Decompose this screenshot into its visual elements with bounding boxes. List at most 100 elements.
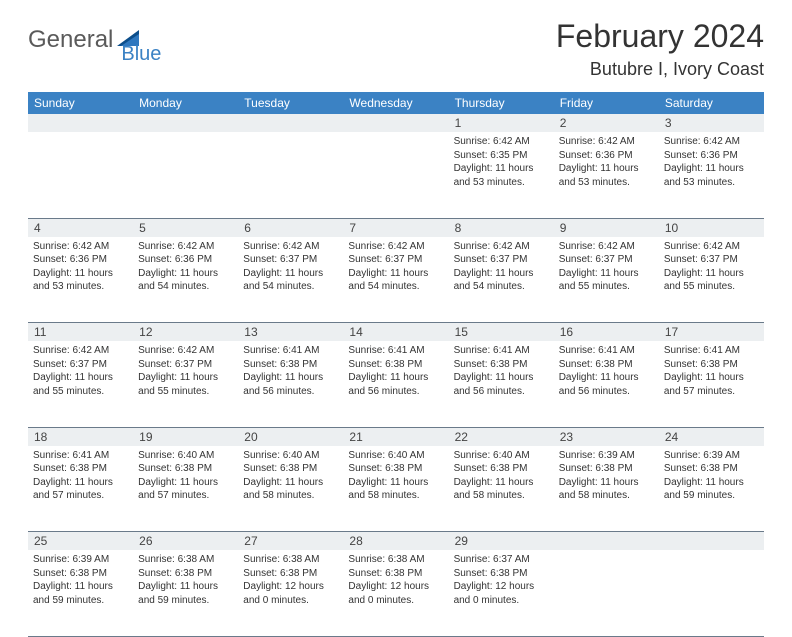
cell-text: Sunrise: 6:42 AM Sunset: 6:37 PM Dayligh… — [243, 240, 338, 294]
cell-text: Sunrise: 6:38 AM Sunset: 6:38 PM Dayligh… — [348, 553, 443, 607]
day-number: 17 — [659, 323, 764, 342]
calendar-cell: Sunrise: 6:40 AM Sunset: 6:38 PM Dayligh… — [238, 446, 343, 532]
calendar-cell: Sunrise: 6:41 AM Sunset: 6:38 PM Dayligh… — [554, 341, 659, 427]
calendar-cell — [133, 132, 238, 218]
day-number: 12 — [133, 323, 238, 342]
calendar-cell: Sunrise: 6:41 AM Sunset: 6:38 PM Dayligh… — [449, 341, 554, 427]
cell-text: Sunrise: 6:40 AM Sunset: 6:38 PM Dayligh… — [348, 449, 443, 503]
calendar-cell — [28, 132, 133, 218]
day-number: 10 — [659, 218, 764, 237]
cell-text: Sunrise: 6:42 AM Sunset: 6:37 PM Dayligh… — [348, 240, 443, 294]
calendar-table: Sunday Monday Tuesday Wednesday Thursday… — [28, 92, 764, 637]
calendar-header-row: Sunday Monday Tuesday Wednesday Thursday… — [28, 92, 764, 114]
cell-text: Sunrise: 6:40 AM Sunset: 6:38 PM Dayligh… — [138, 449, 233, 503]
day-number: 26 — [133, 532, 238, 551]
calendar-cell: Sunrise: 6:42 AM Sunset: 6:37 PM Dayligh… — [133, 341, 238, 427]
col-thursday: Thursday — [449, 92, 554, 114]
calendar-cell: Sunrise: 6:41 AM Sunset: 6:38 PM Dayligh… — [28, 446, 133, 532]
cell-text: Sunrise: 6:39 AM Sunset: 6:38 PM Dayligh… — [559, 449, 654, 503]
calendar-cell: Sunrise: 6:38 AM Sunset: 6:38 PM Dayligh… — [343, 550, 448, 636]
cell-text: Sunrise: 6:42 AM Sunset: 6:36 PM Dayligh… — [33, 240, 128, 294]
calendar-cell: Sunrise: 6:42 AM Sunset: 6:37 PM Dayligh… — [449, 237, 554, 323]
day-number — [28, 114, 133, 132]
cell-text: Sunrise: 6:41 AM Sunset: 6:38 PM Dayligh… — [243, 344, 338, 398]
col-monday: Monday — [133, 92, 238, 114]
day-number: 20 — [238, 427, 343, 446]
calendar-cell: Sunrise: 6:38 AM Sunset: 6:38 PM Dayligh… — [238, 550, 343, 636]
cell-text: Sunrise: 6:42 AM Sunset: 6:36 PM Dayligh… — [664, 135, 759, 189]
logo: General Blue — [28, 26, 187, 54]
day-number: 11 — [28, 323, 133, 342]
calendar-row: Sunrise: 6:41 AM Sunset: 6:38 PM Dayligh… — [28, 446, 764, 532]
calendar-cell: Sunrise: 6:41 AM Sunset: 6:38 PM Dayligh… — [659, 341, 764, 427]
calendar-cell: Sunrise: 6:42 AM Sunset: 6:36 PM Dayligh… — [133, 237, 238, 323]
day-number: 5 — [133, 218, 238, 237]
cell-text: Sunrise: 6:42 AM Sunset: 6:37 PM Dayligh… — [454, 240, 549, 294]
day-number — [554, 532, 659, 551]
day-number: 22 — [449, 427, 554, 446]
cell-text: Sunrise: 6:42 AM Sunset: 6:35 PM Dayligh… — [454, 135, 549, 189]
day-number: 9 — [554, 218, 659, 237]
day-number: 24 — [659, 427, 764, 446]
calendar-cell: Sunrise: 6:42 AM Sunset: 6:37 PM Dayligh… — [659, 237, 764, 323]
page-title: February 2024 — [556, 18, 764, 55]
day-number: 2 — [554, 114, 659, 132]
cell-text: Sunrise: 6:42 AM Sunset: 6:37 PM Dayligh… — [33, 344, 128, 398]
daynum-row: 2526272829 — [28, 532, 764, 551]
col-wednesday: Wednesday — [343, 92, 448, 114]
cell-text: Sunrise: 6:38 AM Sunset: 6:38 PM Dayligh… — [243, 553, 338, 607]
daynum-row: 18192021222324 — [28, 427, 764, 446]
calendar-row: Sunrise: 6:39 AM Sunset: 6:38 PM Dayligh… — [28, 550, 764, 636]
calendar-cell: Sunrise: 6:42 AM Sunset: 6:36 PM Dayligh… — [659, 132, 764, 218]
cell-text: Sunrise: 6:42 AM Sunset: 6:36 PM Dayligh… — [138, 240, 233, 294]
day-number: 8 — [449, 218, 554, 237]
calendar-cell: Sunrise: 6:39 AM Sunset: 6:38 PM Dayligh… — [28, 550, 133, 636]
day-number — [238, 114, 343, 132]
col-saturday: Saturday — [659, 92, 764, 114]
day-number: 7 — [343, 218, 448, 237]
cell-text: Sunrise: 6:41 AM Sunset: 6:38 PM Dayligh… — [559, 344, 654, 398]
cell-text: Sunrise: 6:41 AM Sunset: 6:38 PM Dayligh… — [664, 344, 759, 398]
day-number: 16 — [554, 323, 659, 342]
day-number — [343, 114, 448, 132]
calendar-cell: Sunrise: 6:41 AM Sunset: 6:38 PM Dayligh… — [343, 341, 448, 427]
day-number: 4 — [28, 218, 133, 237]
day-number: 18 — [28, 427, 133, 446]
calendar-cell: Sunrise: 6:42 AM Sunset: 6:35 PM Dayligh… — [449, 132, 554, 218]
day-number: 15 — [449, 323, 554, 342]
day-number: 1 — [449, 114, 554, 132]
calendar-cell: Sunrise: 6:42 AM Sunset: 6:37 PM Dayligh… — [28, 341, 133, 427]
day-number — [133, 114, 238, 132]
cell-text: Sunrise: 6:41 AM Sunset: 6:38 PM Dayligh… — [348, 344, 443, 398]
logo-text-blue: Blue — [121, 43, 161, 66]
calendar-cell: Sunrise: 6:42 AM Sunset: 6:37 PM Dayligh… — [554, 237, 659, 323]
cell-text: Sunrise: 6:39 AM Sunset: 6:38 PM Dayligh… — [664, 449, 759, 503]
calendar-cell: Sunrise: 6:40 AM Sunset: 6:38 PM Dayligh… — [343, 446, 448, 532]
calendar-cell: Sunrise: 6:42 AM Sunset: 6:36 PM Dayligh… — [28, 237, 133, 323]
day-number: 13 — [238, 323, 343, 342]
cell-text: Sunrise: 6:41 AM Sunset: 6:38 PM Dayligh… — [33, 449, 128, 503]
day-number: 23 — [554, 427, 659, 446]
title-block: February 2024 Butubre I, Ivory Coast — [556, 18, 764, 80]
cell-text: Sunrise: 6:37 AM Sunset: 6:38 PM Dayligh… — [454, 553, 549, 607]
cell-text: Sunrise: 6:42 AM Sunset: 6:37 PM Dayligh… — [559, 240, 654, 294]
cell-text: Sunrise: 6:39 AM Sunset: 6:38 PM Dayligh… — [33, 553, 128, 607]
calendar-row: Sunrise: 6:42 AM Sunset: 6:35 PM Dayligh… — [28, 132, 764, 218]
header: General Blue February 2024 Butubre I, Iv… — [28, 18, 764, 80]
calendar-cell — [343, 132, 448, 218]
cell-text: Sunrise: 6:40 AM Sunset: 6:38 PM Dayligh… — [243, 449, 338, 503]
day-number: 28 — [343, 532, 448, 551]
col-friday: Friday — [554, 92, 659, 114]
day-number: 25 — [28, 532, 133, 551]
cell-text: Sunrise: 6:42 AM Sunset: 6:37 PM Dayligh… — [664, 240, 759, 294]
col-sunday: Sunday — [28, 92, 133, 114]
calendar-cell: Sunrise: 6:39 AM Sunset: 6:38 PM Dayligh… — [554, 446, 659, 532]
col-tuesday: Tuesday — [238, 92, 343, 114]
calendar-cell: Sunrise: 6:37 AM Sunset: 6:38 PM Dayligh… — [449, 550, 554, 636]
calendar-cell — [554, 550, 659, 636]
day-number: 19 — [133, 427, 238, 446]
calendar-cell: Sunrise: 6:38 AM Sunset: 6:38 PM Dayligh… — [133, 550, 238, 636]
calendar-row: Sunrise: 6:42 AM Sunset: 6:37 PM Dayligh… — [28, 341, 764, 427]
day-number: 3 — [659, 114, 764, 132]
daynum-row: 11121314151617 — [28, 323, 764, 342]
